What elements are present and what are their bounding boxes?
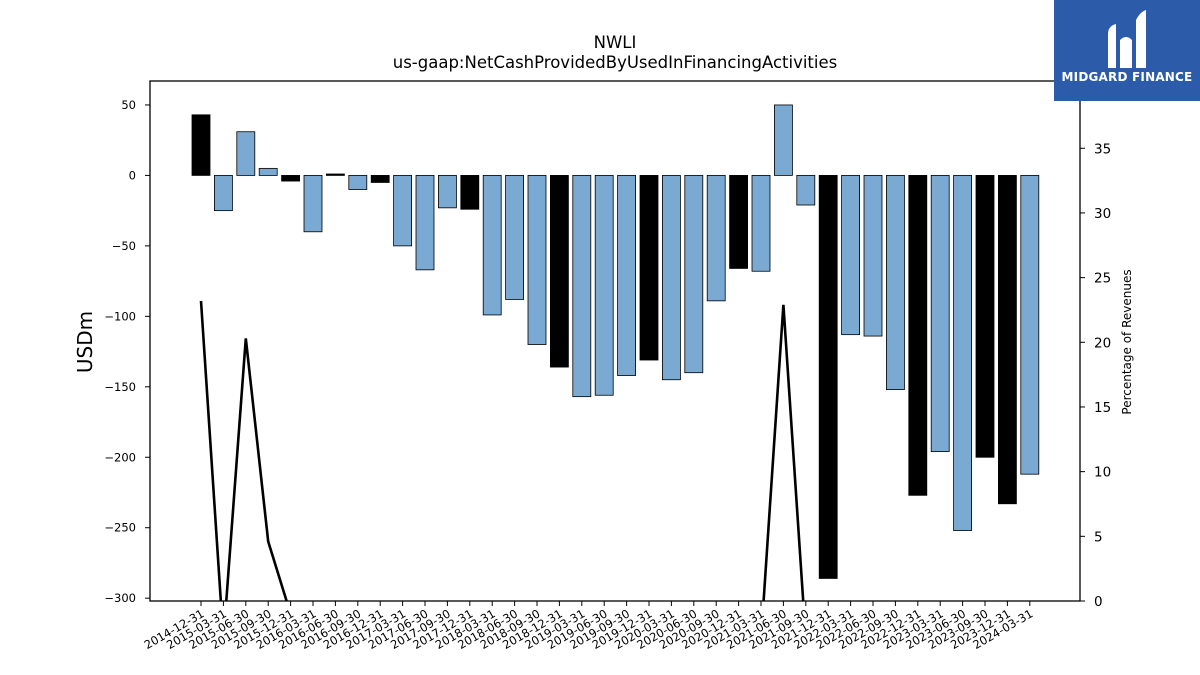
bar-series	[191, 104, 1040, 579]
bar-2021-06-30	[774, 104, 793, 176]
bar-2016-12-31	[370, 175, 390, 183]
y-tick-label: −150	[104, 380, 136, 394]
bar-2023-12-31	[998, 175, 1017, 505]
bar-2022-06-30	[863, 175, 883, 337]
bar-2017-09-30	[437, 175, 457, 209]
y2-tick-label: 30	[1094, 206, 1111, 222]
y2-axis-label: Percentage of Revenues	[1120, 269, 1134, 414]
bar-2018-03-31	[482, 175, 502, 316]
y2-tick-label: 5	[1094, 529, 1103, 545]
y2-tick-label: 0	[1094, 594, 1103, 610]
bar-2017-06-30	[415, 175, 435, 271]
y-tick-label: −100	[104, 309, 136, 323]
bar-2017-03-31	[393, 175, 413, 247]
chart-subtitle: us-gaap:NetCashProvidedByUsedInFinancing…	[393, 53, 837, 72]
bar-2020-09-30	[706, 175, 726, 302]
y-axis-ticks: 50 0 −50 −100 −150 −200 −250 −300	[104, 98, 150, 605]
y2-axis-ticks: 0 5 10 15 20 25 30 35	[1080, 141, 1111, 610]
bar-2016-06-30	[325, 173, 345, 176]
bar-2019-03-31	[572, 175, 592, 398]
y-tick-label: 50	[121, 98, 136, 112]
bar-2019-06-30	[594, 175, 614, 396]
bar-2015-06-30	[236, 131, 256, 176]
x-axis-ticks: 2014-12-312015-03-312015-06-302015-09-30…	[142, 601, 1035, 652]
bar-2023-09-30	[975, 175, 995, 458]
bar-2019-09-30	[617, 175, 636, 376]
bar-2021-03-31	[751, 175, 771, 272]
bar-2023-06-30	[953, 175, 972, 531]
bar-2021-12-31	[818, 175, 838, 579]
y-tick-label: −50	[112, 239, 136, 253]
bar-2024-03-31	[1020, 175, 1040, 475]
bar-2014-12-31	[191, 114, 211, 176]
ratio-line-segment-0	[199, 300, 288, 601]
y-tick-label: −250	[104, 521, 136, 535]
y2-tick-label: 15	[1094, 400, 1111, 416]
line-series	[199, 300, 805, 601]
ratio-line-segment-2	[762, 304, 805, 601]
bar-2022-12-31	[908, 175, 928, 496]
plot-frame	[149, 80, 1081, 602]
bar-2022-03-31	[841, 175, 860, 336]
y-tick-label: −300	[104, 591, 136, 605]
bar-2018-06-30	[505, 175, 525, 300]
chart-title: NWLI	[594, 33, 637, 52]
bar-2015-12-31	[281, 175, 301, 182]
y2-tick-label: 10	[1094, 465, 1111, 481]
brand-name: MIDGARD FINANCE	[1061, 70, 1193, 84]
y2-tick-label: 20	[1094, 335, 1111, 351]
bar-2020-06-30	[684, 175, 704, 374]
bar-2021-09-30	[796, 175, 816, 206]
bar-2015-09-30	[258, 167, 278, 176]
y-tick-label: −200	[104, 450, 136, 464]
y2-tick-label: 25	[1094, 271, 1111, 287]
brand-logo: MIDGARD FINANCE	[1054, 0, 1200, 101]
bar-2023-03-31	[930, 175, 950, 453]
bar-2017-12-31	[460, 175, 480, 210]
midgard-logo-icon	[1108, 10, 1146, 68]
y2-tick-label: 35	[1094, 141, 1111, 157]
bar-2018-09-30	[527, 175, 547, 345]
bar-2016-09-30	[348, 175, 368, 190]
bar-2022-09-30	[886, 175, 905, 391]
bar-2016-03-31	[303, 175, 323, 233]
bar-2020-12-31	[729, 175, 748, 269]
bar-2015-03-31	[213, 175, 233, 212]
bar-2020-03-31	[662, 175, 681, 381]
y-tick-label: 0	[129, 168, 136, 182]
bar-2018-12-31	[550, 175, 569, 368]
bar-2019-12-31	[639, 175, 659, 361]
y-axis-label: USDm	[73, 311, 97, 373]
